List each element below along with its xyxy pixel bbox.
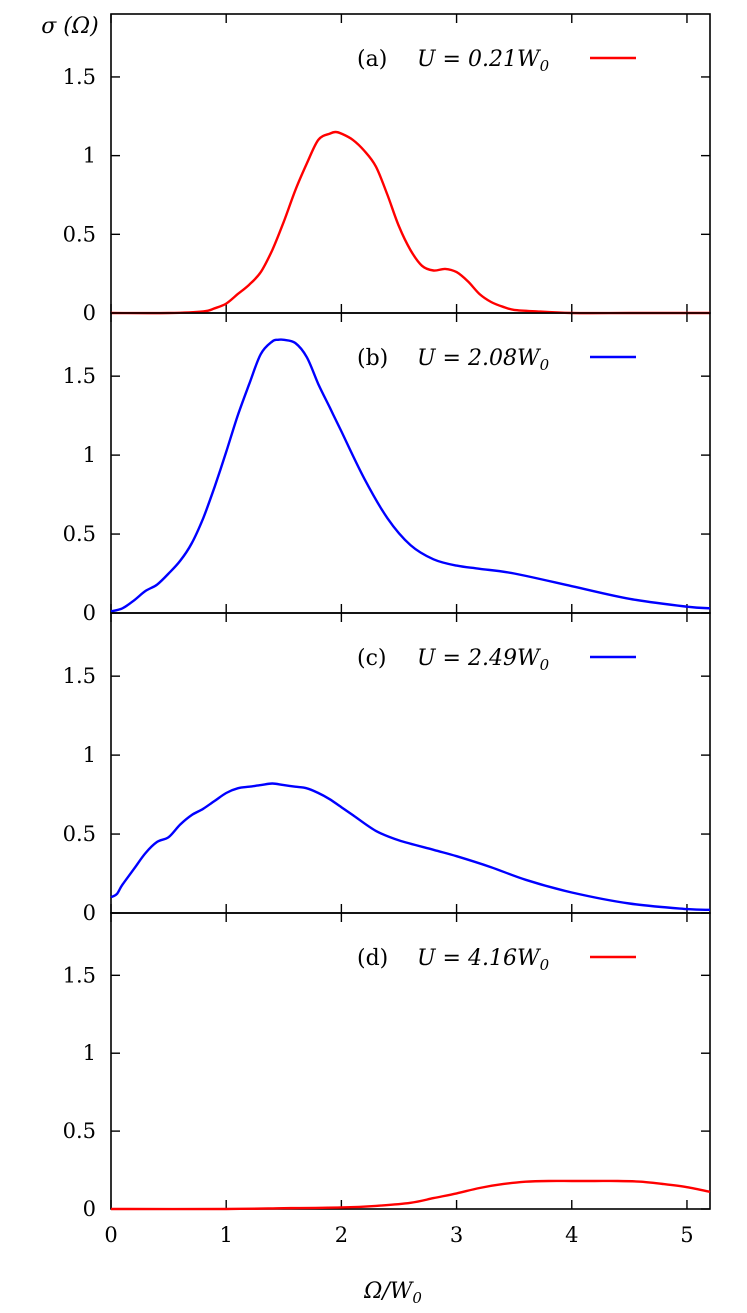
legend-text-sub: 0 — [540, 57, 550, 75]
x-tick-label: 0 — [104, 1223, 117, 1247]
legend-text: U = 0.21W0 — [417, 47, 550, 75]
legend-text-main: U = 4.16W — [417, 946, 542, 971]
y-tick-label: 0 — [83, 601, 96, 625]
y-axis-title: σ (Ω) — [41, 14, 98, 39]
legend-text-main: U = 2.08W — [417, 346, 542, 371]
y-tick-label: 1.5 — [63, 65, 96, 89]
x-axis-title-main: Ω/W — [363, 1279, 415, 1304]
y-tick-label: 0 — [83, 901, 96, 925]
y-tick-label: 1 — [83, 443, 96, 467]
y-tick-label: 1 — [83, 743, 96, 767]
panel-b: 00.511.5(b) U = 2.08W0 — [63, 312, 711, 625]
panel-frame — [110, 912, 711, 1210]
series-line-a — [110, 130, 710, 315]
panel-label: (a) — [357, 47, 387, 72]
y-tick-label: 0.5 — [63, 522, 96, 546]
x-axis-title: Ω/W0 — [363, 1279, 422, 1307]
legend-text: U = 2.49W0 — [417, 646, 550, 674]
panel-label: (c) — [357, 646, 387, 671]
x-tick-label: 4 — [565, 1223, 578, 1247]
x-axis-title-sub: 0 — [412, 1289, 422, 1307]
series-line-b — [110, 338, 711, 613]
x-tick-label: 2 — [335, 1223, 348, 1247]
legend-text: U = 4.16W0 — [417, 946, 550, 974]
y-tick-label: 1 — [83, 1041, 96, 1065]
legend-text-sub: 0 — [540, 956, 550, 974]
legend-text-sub: 0 — [540, 656, 550, 674]
legend-text-main: U = 0.21W — [417, 47, 542, 72]
y-tick-label: 0.5 — [63, 822, 96, 846]
panel-a: 00.511.5(a) U = 0.21W0 — [63, 13, 711, 325]
y-tick-label: 0.5 — [63, 1119, 96, 1143]
series-line-c — [110, 782, 711, 911]
y-tick-label: 0 — [83, 1197, 96, 1221]
panel-label: (b) — [357, 346, 388, 371]
svg-text:Ω/W0: Ω/W0 — [363, 1279, 422, 1307]
legend-text-main: U = 2.49W — [417, 646, 542, 671]
y-tick-label: 1 — [83, 144, 96, 168]
y-tick-label: 1.5 — [63, 664, 96, 688]
x-tick-label: 5 — [680, 1223, 693, 1247]
y-tick-label: 1.5 — [63, 963, 96, 987]
panel-label: (d) — [357, 946, 388, 971]
panel-c: 00.511.5(c) U = 2.49W0 — [63, 612, 711, 925]
legend-text-sub: 0 — [540, 356, 550, 374]
panel-d: 00.511.50 1 2 3 4 5(d) U = 4.16W0 — [63, 912, 711, 1247]
y-tick-label: 0 — [83, 301, 96, 325]
y-tick-label: 1.5 — [63, 364, 96, 388]
x-tick-label: 1 — [220, 1223, 233, 1247]
legend-text: U = 2.08W0 — [417, 346, 550, 374]
series-line-d — [110, 1179, 711, 1211]
x-tick-label: 3 — [450, 1223, 463, 1247]
y-tick-label: 0.5 — [63, 222, 96, 246]
